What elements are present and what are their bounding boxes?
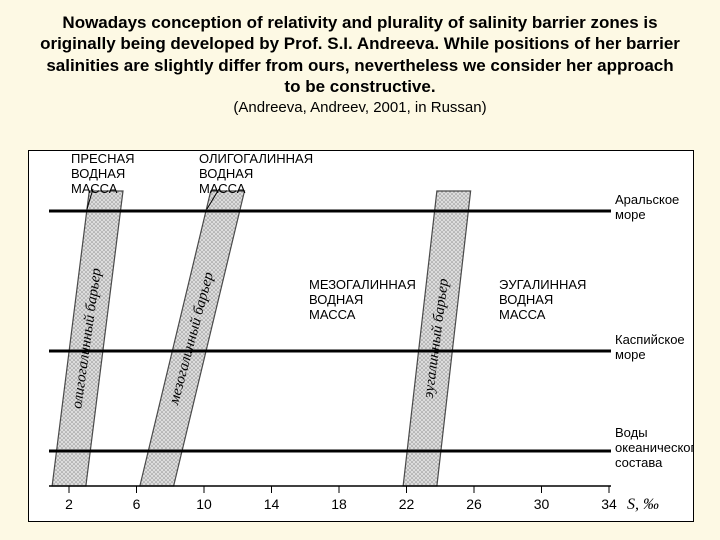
x-axis-tick-label: 18 xyxy=(331,496,347,512)
water-mass-label: МЕЗОГАЛИННАЯВОДНАЯМАССА xyxy=(309,277,416,322)
x-axis-tick-label: 6 xyxy=(133,496,141,512)
title-text: Nowadays conception of relativity and pl… xyxy=(40,12,680,97)
salinity-barrier-diagram: 2610141822263034S, ‰ ПРЕСНАЯВОДНАЯМАССАО… xyxy=(28,150,694,522)
header: Nowadays conception of relativity and pl… xyxy=(0,0,720,118)
x-axis-tick-label: 34 xyxy=(601,496,617,512)
x-axis-tick-label: 14 xyxy=(264,496,280,512)
water-mass-label: ЭУГАЛИННАЯВОДНАЯМАССА xyxy=(499,277,586,322)
x-axis-tick-label: 22 xyxy=(399,496,415,512)
x-axis-tick-label: 10 xyxy=(196,496,212,512)
x-axis-tick-label: 30 xyxy=(534,496,550,512)
sea-label: Водыокеаническогосостава xyxy=(615,425,693,470)
x-axis-label: S, ‰ xyxy=(627,496,659,513)
x-axis-tick-label: 26 xyxy=(466,496,482,512)
sea-label: Каспийскоеморе xyxy=(615,332,685,362)
water-mass-label: ПРЕСНАЯВОДНАЯМАССА xyxy=(71,151,135,196)
x-axis-tick-label: 2 xyxy=(65,496,73,512)
water-mass-label: ОЛИГОГАЛИННАЯВОДНАЯМАССА xyxy=(199,151,313,196)
citation-text: (Andreeva, Andreev, 2001, in Russan) xyxy=(40,99,680,116)
sea-label: Аральскоеморе xyxy=(615,192,679,222)
